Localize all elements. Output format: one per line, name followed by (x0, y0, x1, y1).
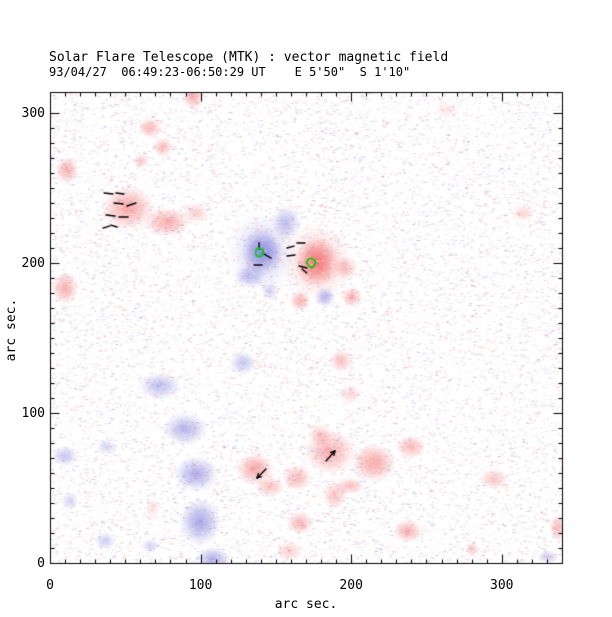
x-tick-label-0: 0 (46, 578, 54, 593)
y-tick-label-100: 100 (21, 406, 45, 421)
chart-title: Solar Flare Telescope (MTK) : vector mag… (49, 50, 449, 65)
y-axis-label: arc sec. (4, 298, 19, 362)
x-tick-label-300: 300 (490, 578, 514, 593)
y-tick-label-200: 200 (21, 256, 45, 271)
x-axis-label: arc sec. (274, 597, 338, 612)
x-tick-label-100: 100 (188, 578, 213, 593)
chart-subtitle: 93/04/27 06:49:23-06:50:29 UT E 5'50" S … (49, 65, 411, 79)
y-tick-label-0: 0 (37, 556, 45, 571)
y-tick-label-300: 300 (21, 106, 45, 121)
x-tick-label-200: 200 (339, 578, 363, 593)
